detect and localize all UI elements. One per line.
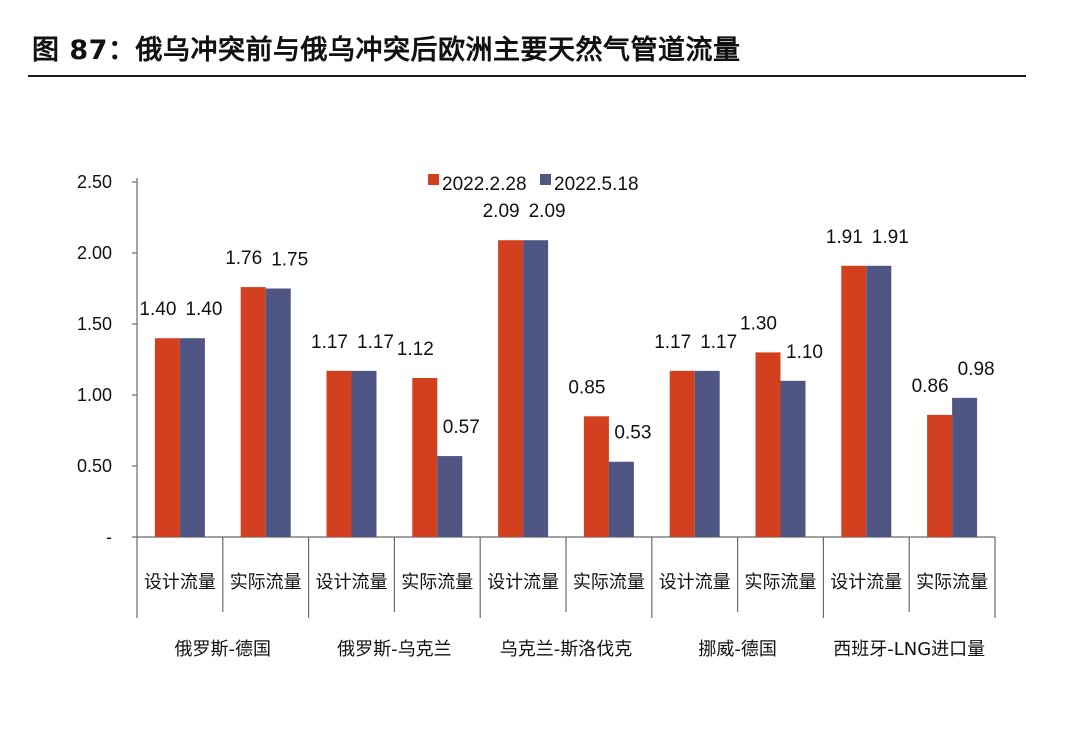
bar-series1 xyxy=(154,338,180,537)
bar-series2 xyxy=(866,265,892,537)
bar-series1 xyxy=(412,377,438,537)
data-label: 0.57 xyxy=(443,417,480,438)
bar-series1 xyxy=(326,370,352,537)
bar-series2 xyxy=(265,288,291,537)
data-label: 0.86 xyxy=(912,376,949,397)
x-category-label: 实际流量 xyxy=(230,572,302,593)
title-rule xyxy=(28,75,1026,77)
data-label: 1.75 xyxy=(271,250,308,271)
legend-swatch xyxy=(428,174,439,185)
x-category-label: 设计流量 xyxy=(830,572,902,593)
legend-label: 2022.5.18 xyxy=(554,174,639,195)
y-tick-label: 1.50 xyxy=(77,314,112,334)
data-label: 1.12 xyxy=(397,339,434,360)
data-label: 1.40 xyxy=(139,299,176,320)
legend-swatch xyxy=(540,174,551,185)
data-label: 1.40 xyxy=(185,299,222,320)
x-category-label: 实际流量 xyxy=(573,572,645,593)
bar-series1 xyxy=(841,265,867,537)
x-group-label: 西班牙-LNG进口量 xyxy=(833,639,985,660)
data-label: 1.10 xyxy=(786,342,823,363)
x-category-label: 设计流量 xyxy=(659,572,731,593)
bar-series2 xyxy=(608,461,634,537)
bar-series1 xyxy=(669,370,695,537)
y-tick-label: - xyxy=(106,527,112,547)
data-label: 1.17 xyxy=(700,332,737,353)
bar-series2 xyxy=(694,370,720,537)
x-category-label: 设计流量 xyxy=(487,572,559,593)
legend-label: 2022.2.28 xyxy=(442,174,527,195)
y-tick-label: 1.00 xyxy=(77,385,112,405)
bar-series2 xyxy=(437,456,463,537)
data-label: 0.53 xyxy=(614,423,651,444)
data-label: 2.09 xyxy=(529,201,566,222)
data-label: 1.17 xyxy=(357,332,394,353)
x-group-label: 挪威-德国 xyxy=(698,639,777,660)
data-label: 1.91 xyxy=(872,227,909,248)
data-label: 1.76 xyxy=(225,248,262,269)
bar-series2 xyxy=(523,240,549,537)
data-label: 0.85 xyxy=(568,377,605,398)
bar-series1 xyxy=(498,240,524,537)
x-group-label: 俄罗斯-乌克兰 xyxy=(337,639,452,660)
x-group-label: 乌克兰-斯洛伐克 xyxy=(500,639,633,660)
x-category-label: 实际流量 xyxy=(401,572,473,593)
bar-series1 xyxy=(927,414,953,537)
data-label: 0.98 xyxy=(958,359,995,380)
bar-series1 xyxy=(240,287,266,537)
x-category-label: 实际流量 xyxy=(916,572,988,593)
data-label: 2.09 xyxy=(483,201,520,222)
y-tick-label: 2.50 xyxy=(77,172,112,192)
x-group-label: 俄罗斯-德国 xyxy=(175,639,272,660)
y-tick-label: 2.00 xyxy=(77,243,112,263)
y-tick-label: 0.50 xyxy=(77,456,112,476)
data-label: 1.91 xyxy=(826,227,863,248)
x-category-label: 设计流量 xyxy=(316,572,388,593)
bar-series2 xyxy=(952,397,978,537)
bar-series2 xyxy=(351,370,377,537)
data-label: 1.17 xyxy=(654,332,691,353)
data-label: 1.17 xyxy=(311,332,348,353)
x-category-label: 实际流量 xyxy=(745,572,817,593)
bar-series2 xyxy=(179,338,205,537)
data-label: 1.30 xyxy=(740,313,777,334)
figure-title: 图 87：俄乌冲突前与俄乌冲突后欧洲主要天然气管道流量 xyxy=(32,35,741,66)
bar-series1 xyxy=(755,352,781,537)
bar-series1 xyxy=(583,416,609,537)
x-category-label: 设计流量 xyxy=(144,572,216,593)
bar-series2 xyxy=(780,380,806,537)
